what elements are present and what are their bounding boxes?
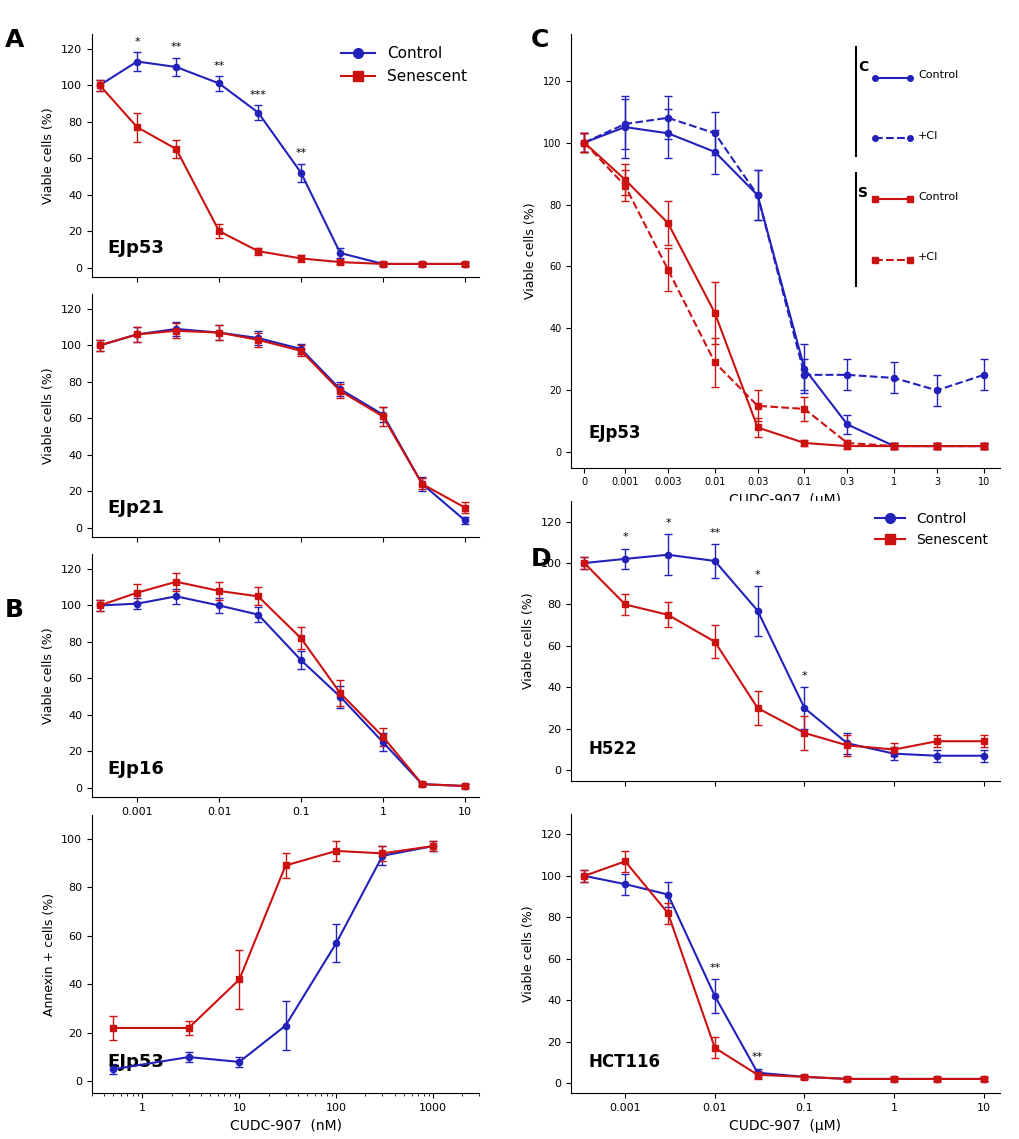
X-axis label: CUDC-907  (μM): CUDC-907 (μM)	[729, 1118, 841, 1132]
Y-axis label: Viable cells (%): Viable cells (%)	[43, 628, 55, 724]
X-axis label: CUDC-907  (nM): CUDC-907 (nM)	[229, 1118, 341, 1132]
Text: C: C	[530, 28, 548, 52]
Legend: Control, Senescent: Control, Senescent	[870, 508, 991, 551]
Text: Control: Control	[917, 191, 958, 202]
Y-axis label: Viable cells (%): Viable cells (%)	[524, 203, 537, 300]
Text: S: S	[857, 186, 867, 200]
Text: H522: H522	[588, 740, 636, 759]
Text: *: *	[664, 518, 671, 527]
Text: EJp53: EJp53	[588, 424, 640, 442]
Text: C: C	[857, 60, 867, 74]
Text: **: **	[170, 42, 181, 52]
Legend: Control, Senescent: Control, Senescent	[336, 42, 472, 89]
Text: **: **	[296, 148, 307, 158]
Text: *: *	[135, 36, 140, 47]
Y-axis label: Viable cells (%): Viable cells (%)	[43, 107, 55, 204]
Text: EJp21: EJp21	[107, 499, 164, 517]
X-axis label: CUDC-907  (μM): CUDC-907 (μM)	[729, 493, 841, 507]
Text: EJp53: EJp53	[107, 1054, 164, 1071]
Text: B: B	[5, 598, 24, 622]
Text: *: *	[622, 532, 628, 542]
X-axis label: CUDC-907  (μM): CUDC-907 (μM)	[229, 822, 341, 836]
Text: **: **	[213, 60, 224, 71]
Text: Control: Control	[917, 71, 958, 81]
Y-axis label: Viable cells (%): Viable cells (%)	[43, 367, 55, 464]
Text: A: A	[5, 28, 24, 52]
Text: ***: ***	[250, 90, 266, 100]
Text: **: **	[708, 528, 719, 538]
Text: **: **	[751, 1052, 762, 1063]
Text: *: *	[754, 570, 760, 580]
Text: EJp53: EJp53	[107, 239, 164, 257]
Y-axis label: Annexin + cells (%): Annexin + cells (%)	[43, 893, 55, 1016]
Text: +CI: +CI	[917, 253, 937, 262]
Text: +CI: +CI	[917, 131, 937, 141]
Text: D: D	[530, 547, 550, 571]
Text: *: *	[801, 671, 806, 681]
Text: EJp16: EJp16	[107, 760, 164, 778]
Text: **: **	[708, 964, 719, 973]
Text: HCT116: HCT116	[588, 1054, 659, 1071]
Y-axis label: Viable cells (%): Viable cells (%)	[522, 906, 534, 1002]
Y-axis label: Viable cells (%): Viable cells (%)	[522, 592, 534, 689]
